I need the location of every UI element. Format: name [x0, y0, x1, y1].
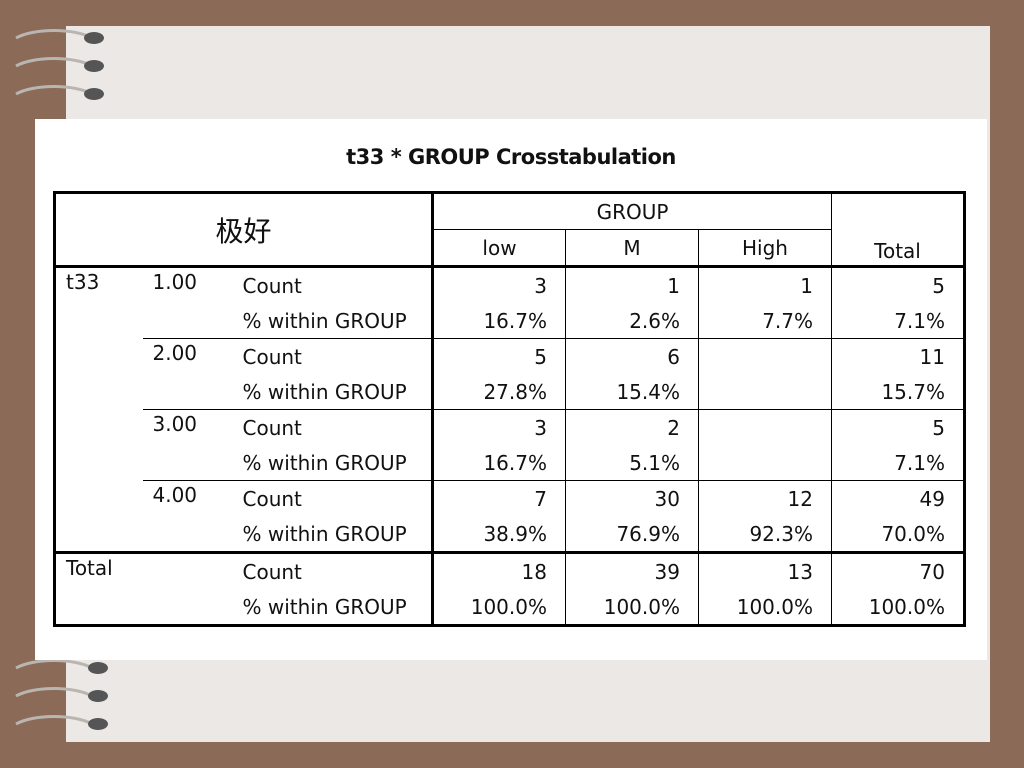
percent-cell: 16.7% [432, 303, 566, 339]
count-cell: 18 [521, 559, 547, 584]
count-cell: 12 [698, 480, 832, 516]
corner-label: 极好 [54, 192, 434, 268]
count-cell: 3 [534, 273, 547, 298]
count-cell: 7 [534, 486, 547, 511]
statistic-label: Count [232, 480, 434, 516]
percent-cell: 7.1% [831, 445, 965, 481]
count-cell: 49 [831, 480, 965, 516]
total-row-label: Total [66, 556, 113, 580]
percent-cell: 76.9% [565, 516, 699, 554]
statistic-label: Count [232, 409, 434, 445]
group-column-header: M [565, 229, 699, 268]
row-variable-label: t33 [54, 266, 143, 554]
statistic-label: % within GROUP [232, 303, 434, 339]
percent-cell: 7.7% [698, 303, 832, 339]
count-cell: 11 [831, 338, 965, 374]
count-cell: 3 [534, 415, 547, 440]
percent-cell: 38.9% [432, 516, 566, 554]
percent-cell: 5.1% [565, 445, 699, 481]
row-value-label: 2.00 [142, 338, 233, 410]
table-row: % within GROUP 27.8% 15.4% 15.7% [55, 374, 965, 410]
total-header: Total [831, 192, 965, 268]
table-row: % within GROUP 38.9% 76.9% 92.3% 70.0% [55, 516, 965, 554]
percent-cell [698, 374, 832, 410]
spiral-ring [15, 29, 104, 44]
statistic-label: Count [232, 338, 434, 374]
statistic-label: % within GROUP [232, 516, 434, 554]
count-cell: 2 [565, 409, 699, 445]
percent-cell: 16.7% [432, 445, 566, 481]
spiral-ring [15, 85, 104, 100]
statistic-label: % within GROUP [232, 445, 434, 481]
percent-cell: 2.6% [565, 303, 699, 339]
header-row: 极好 GROUP Total [54, 192, 965, 268]
percent-cell: 100.0% [698, 589, 832, 626]
count-cell: 70 [831, 552, 965, 589]
row-value-label: 1.00 [142, 266, 233, 339]
percent-cell [698, 445, 832, 481]
percent-cell: 92.3% [698, 516, 832, 554]
percent-cell: 15.4% [565, 374, 699, 410]
header-row: low M High [55, 229, 965, 268]
percent-cell: 27.8% [432, 374, 566, 410]
row-value-label: 3.00 [142, 409, 233, 481]
spiral-rings [15, 29, 108, 730]
statistic-label: Count [232, 552, 434, 589]
spiral-ring [15, 659, 108, 674]
count-cell: 1 [565, 266, 699, 303]
table-row: 3.00 Count 3 2 5 [55, 409, 965, 481]
count-cell [698, 409, 832, 445]
percent-cell: 100.0% [565, 589, 699, 626]
spiral-binding [15, 29, 108, 730]
statistic-label: Count [232, 266, 434, 303]
percent-cell: 7.1% [831, 303, 965, 339]
group-column-header: High [698, 229, 832, 268]
statistic-label: % within GROUP [232, 374, 434, 410]
group-column-header: low [432, 229, 566, 268]
table-row: 2.00 Count 5 6 11 [55, 338, 965, 410]
table-row: % within GROUP 16.7% 5.1% 7.1% [55, 445, 965, 481]
count-cell: 6 [565, 338, 699, 374]
percent-cell: 100.0% [470, 594, 547, 619]
spiral-ring [15, 57, 104, 72]
count-cell: 5 [831, 266, 965, 303]
table-row: % within GROUP 16.7% 2.6% 7.7% 7.1% [55, 303, 965, 339]
count-cell: 1 [698, 266, 832, 303]
count-cell [698, 338, 832, 374]
table-row: t33 1.00 Count 3 1 1 5 [54, 266, 965, 554]
table-row: 4.00 Count 7 30 12 49 [55, 480, 965, 554]
total-row: Total Count 18 39 13 70 [55, 552, 965, 589]
statistic-label: % within GROUP [232, 589, 434, 626]
group-header: GROUP [432, 192, 832, 230]
total-row: % within GROUP 100.0% 100.0% 100.0% 100.0% [55, 589, 965, 626]
percent-cell: 70.0% [831, 516, 965, 554]
crosstab-table: 极好 GROUP Total low M High t33 1.00 Count 3 1 1 5% wi… [53, 191, 966, 627]
percent-cell: 100.0% [831, 589, 965, 626]
percent-cell: 15.7% [831, 374, 965, 410]
row-value-label: 4.00 [142, 480, 233, 554]
count-cell: 5 [831, 409, 965, 445]
count-cell: 5 [534, 344, 547, 369]
count-cell: 39 [565, 552, 699, 589]
table-title: t33 * GROUP Crosstabulation [346, 145, 676, 169]
output-sheet: t33 * GROUP Crosstabulation 极好 GROUP Total… [35, 119, 987, 660]
count-cell: 13 [698, 552, 832, 589]
spiral-ring [15, 715, 108, 730]
spiral-ring [15, 687, 108, 702]
count-cell: 30 [565, 480, 699, 516]
